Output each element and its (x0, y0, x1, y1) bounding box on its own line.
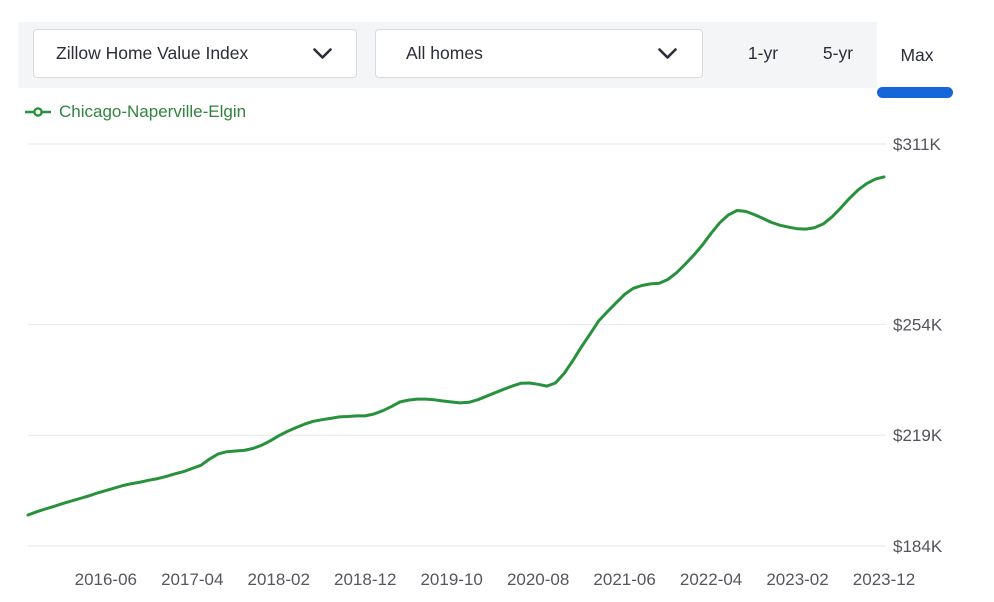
metric-dropdown[interactable]: Zillow Home Value Index (33, 29, 357, 78)
tab-max-label: Max (900, 44, 934, 65)
x-axis-tick-label: 2020-08 (507, 570, 569, 589)
y-axis-tick-label: $219K (893, 426, 943, 445)
y-axis-tick-label: $254K (893, 315, 943, 334)
chevron-down-icon (313, 47, 332, 60)
y-axis-tick-label: $311K (893, 135, 942, 154)
active-tab-indicator (877, 87, 953, 98)
x-axis-tick-label: 2017-04 (161, 570, 223, 589)
y-axis-tick-label: $184K (893, 537, 943, 556)
legend-series-label: Chicago-Naperville-Elgin (59, 102, 247, 121)
home-type-dropdown[interactable]: All homes (375, 29, 703, 78)
line-marker-icon (25, 105, 51, 119)
home-type-dropdown-value: All homes (406, 43, 483, 63)
x-axis-tick-label: 2019-10 (420, 570, 482, 589)
x-axis-tick-label: 2023-02 (766, 570, 828, 589)
metric-dropdown-value: Zillow Home Value Index (56, 43, 249, 63)
x-axis-tick-label: 2023-12 (853, 570, 915, 589)
x-axis-tick-label: 2022-04 (680, 570, 742, 589)
tab-1yr[interactable]: 1-yr (747, 43, 779, 63)
chevron-down-icon (658, 47, 677, 60)
x-axis-tick-label: 2018-02 (248, 570, 310, 589)
x-axis-tick-label: 2018-12 (334, 570, 396, 589)
legend: Chicago-Naperville-Elgin (25, 101, 246, 123)
x-axis-tick-label: 2016-06 (75, 570, 137, 589)
tab-5yr[interactable]: 5-yr (822, 43, 854, 63)
x-axis-tick-label: 2021-06 (593, 570, 655, 589)
series-line[interactable] (26, 175, 886, 517)
tab-max[interactable]: Max (877, 22, 957, 98)
